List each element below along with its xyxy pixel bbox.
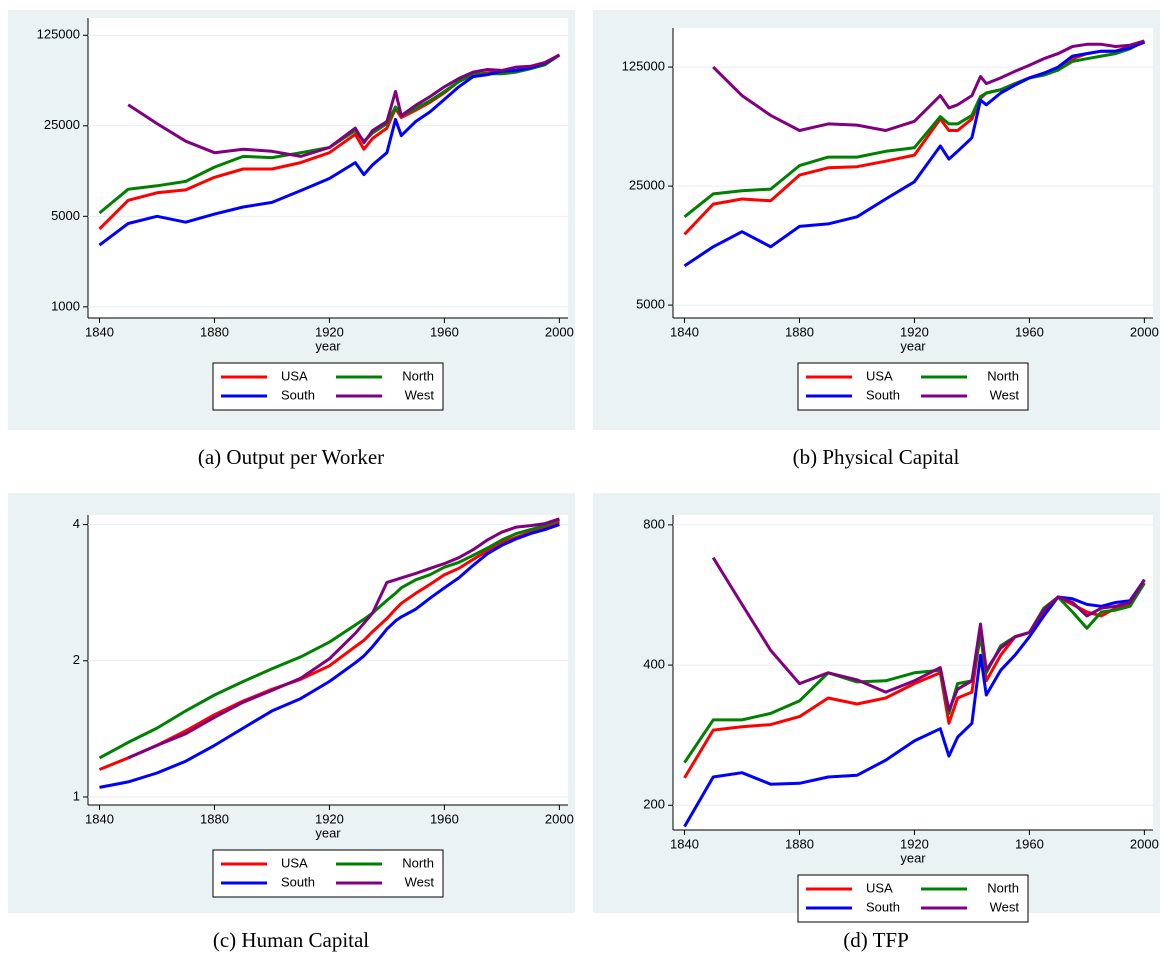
series-line [683, 40, 1145, 268]
x-tick-label: 1960 [430, 324, 459, 339]
x-tick-label: 1960 [1015, 324, 1044, 339]
x-tick-label: 2000 [1130, 836, 1159, 851]
legend [212, 362, 444, 411]
y-tick-label: 200 [643, 797, 665, 812]
x-tick-label: 1840 [85, 811, 114, 826]
legend [797, 362, 1029, 411]
series-line [98, 53, 561, 247]
y-tick-label: 2 [73, 652, 80, 667]
panel: 1000 5000 25000 125000 1840 1880 1920 1960 2000 y… [8, 10, 575, 469]
legend-label: North [987, 880, 1019, 895]
x-tick-label: 1880 [200, 324, 229, 339]
panel: 5000 25000 125000 1840 1880 1920 1960 2000 year U… [593, 10, 1160, 469]
legend-label: South [281, 874, 315, 889]
y-tick-label: 125000 [37, 27, 80, 42]
y-tick-label: 5000 [636, 297, 665, 312]
y-tick-label: 25000 [44, 117, 80, 132]
plot-area [673, 28, 1153, 318]
x-tick-label: 2000 [545, 811, 574, 826]
series-line [127, 53, 561, 158]
plot-area [88, 18, 568, 318]
series-line [683, 578, 1146, 828]
series-line [711, 556, 1146, 712]
x-tick-label: 1960 [1015, 836, 1044, 851]
legend [797, 874, 1029, 923]
x-tick-label: 1840 [85, 324, 114, 339]
x-tick-label: 1920 [900, 836, 929, 851]
y-tick-label: 400 [643, 657, 665, 672]
caption: (a) Output per Worker [198, 445, 384, 469]
legend-label: North [402, 368, 434, 383]
y-tick-label: 800 [643, 516, 665, 531]
legend-label: USA [866, 368, 893, 383]
x-tick-label: 1840 [670, 324, 699, 339]
x-tick-label: 1920 [315, 811, 344, 826]
series-line [683, 39, 1146, 218]
x-tick-label: 1840 [670, 836, 699, 851]
x-tick-label: 1880 [200, 811, 229, 826]
y-tick-label: 25000 [629, 178, 665, 193]
x-tick-label: 1880 [785, 836, 814, 851]
y-tick-label: 4 [73, 516, 80, 531]
series-line [712, 39, 1145, 132]
y-tick-label: 125000 [622, 59, 665, 74]
series-line [98, 53, 561, 215]
legend-label: West [990, 899, 1020, 914]
caption: (b) Physical Capital [793, 445, 960, 469]
legend-label: West [990, 387, 1020, 402]
caption: (d) TFP [843, 928, 909, 952]
x-tick-label: 2000 [1130, 324, 1159, 339]
legend-label: South [281, 387, 315, 402]
legend-label: West [405, 874, 435, 889]
legend-label: South [866, 899, 900, 914]
x-tick-label: 1920 [315, 324, 344, 339]
panel: 200 400 800 1840 1880 1920 1960 2000 year USA Nort… [593, 493, 1160, 952]
legend-label: North [987, 368, 1019, 383]
y-tick-label: 1 [73, 788, 80, 803]
x-tick-label: 1960 [430, 811, 459, 826]
series-line [99, 523, 560, 789]
legend-label: USA [281, 368, 308, 383]
x-axis-label: year [900, 850, 926, 865]
legend-label: West [405, 387, 435, 402]
x-axis-label: year [315, 338, 341, 353]
panel: 1 2 4 1840 1880 1920 1960 2000 year USA North South… [8, 493, 575, 952]
series-line [98, 518, 560, 760]
legend-label: USA [281, 855, 308, 870]
x-tick-label: 1920 [900, 324, 929, 339]
x-tick-label: 1880 [785, 324, 814, 339]
series-line [98, 520, 560, 771]
y-tick-label: 1000 [51, 298, 80, 313]
legend [212, 849, 444, 898]
x-axis-label: year [900, 338, 926, 353]
x-tick-label: 2000 [545, 324, 574, 339]
legend-label: USA [866, 880, 893, 895]
x-axis-label: year [315, 825, 341, 840]
series-line [127, 517, 560, 760]
legend-label: South [866, 387, 900, 402]
legend-label: North [402, 855, 434, 870]
y-tick-label: 5000 [51, 208, 80, 223]
caption: (c) Human Capital [213, 928, 369, 952]
